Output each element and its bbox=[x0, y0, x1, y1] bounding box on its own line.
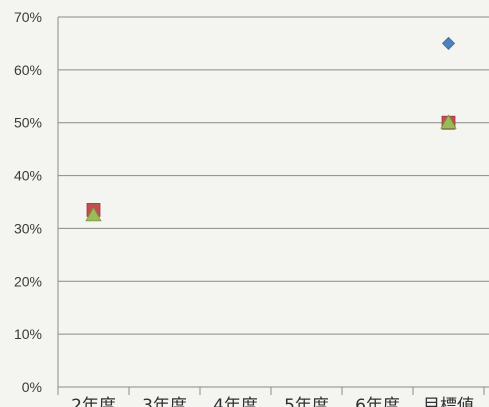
x-category-label: 6年度 bbox=[355, 396, 400, 407]
data-point-diamond bbox=[441, 36, 456, 50]
x-category-label: 4年度 bbox=[213, 396, 258, 407]
y-tick-label: 0% bbox=[22, 379, 42, 395]
data-point-triangle bbox=[85, 206, 102, 222]
x-category-label: 5年度 bbox=[284, 396, 329, 407]
data-point-triangle bbox=[440, 114, 457, 129]
x-category-label: 目標値 bbox=[423, 396, 474, 407]
y-tick-label: 60% bbox=[14, 62, 42, 78]
y-tick-label: 10% bbox=[14, 326, 42, 342]
x-category-label: 2年度 bbox=[71, 396, 116, 407]
y-axis-ticks: 0% 10% 20% 30% 40% 50% 60% 70% bbox=[14, 9, 42, 395]
y-tick-label: 30% bbox=[14, 220, 42, 236]
y-tick-label: 50% bbox=[14, 115, 42, 131]
x-category-label: 3年度 bbox=[142, 396, 187, 407]
grid-lines bbox=[57, 16, 489, 388]
y-tick-label: 40% bbox=[14, 168, 42, 184]
y-tick-label: 70% bbox=[14, 9, 42, 25]
y-tick-label: 20% bbox=[14, 273, 42, 289]
data-points bbox=[85, 36, 457, 222]
x-axis-categories: 2年度 3年度 4年度 5年度 6年度 目標値 bbox=[57, 387, 485, 407]
